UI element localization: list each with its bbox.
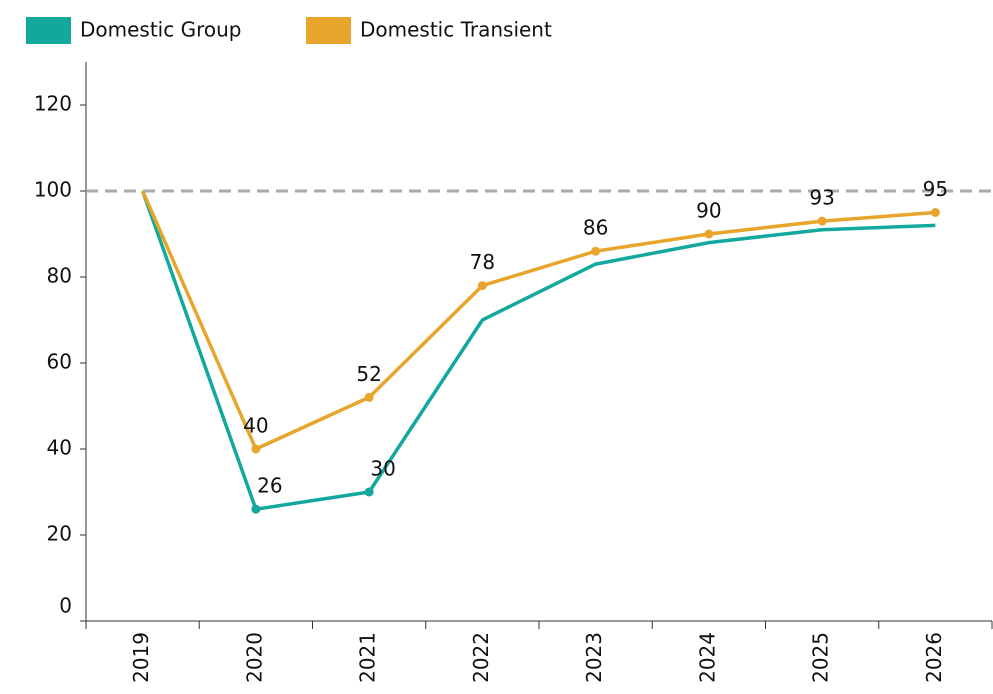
x-tick-label: 2019 — [129, 632, 153, 683]
x-tick-label: 2024 — [695, 632, 719, 683]
legend-swatch — [26, 17, 71, 44]
data-label: 40 — [243, 414, 268, 438]
y-tick-label: 80 — [47, 264, 72, 288]
legend-label: Domestic Group — [80, 18, 241, 42]
data-point — [364, 487, 374, 497]
x-tick-label: 2020 — [242, 632, 266, 683]
data-point — [477, 281, 487, 291]
x-tick-label: 2026 — [922, 632, 946, 683]
y-tick-label: 40 — [47, 436, 72, 460]
data-label: 86 — [583, 216, 608, 240]
data-point — [251, 504, 261, 514]
data-label: 52 — [356, 362, 381, 386]
y-tick-label: 0 — [59, 594, 72, 618]
series-line — [141, 190, 936, 451]
x-tick-label: 2022 — [469, 632, 493, 683]
y-tick-label: 20 — [47, 522, 72, 546]
data-point — [704, 229, 714, 239]
data-label: 93 — [809, 186, 834, 210]
data-label: 90 — [696, 199, 721, 223]
data-point — [591, 246, 601, 256]
x-tick-label: 2025 — [809, 632, 833, 683]
data-label: 26 — [257, 474, 282, 498]
data-label: 30 — [370, 457, 395, 481]
x-tick-label: 2023 — [582, 632, 606, 683]
y-tick-label: 120 — [34, 92, 72, 116]
legend-label: Domestic Transient — [360, 18, 552, 42]
data-point — [364, 392, 374, 402]
y-tick-label: 60 — [47, 350, 72, 374]
data-point — [930, 208, 940, 217]
data-point — [817, 216, 827, 226]
data-label: 95 — [923, 177, 948, 201]
data-point — [251, 444, 261, 454]
data-label: 78 — [470, 250, 495, 274]
y-tick-label: 100 — [34, 178, 72, 202]
x-tick-label: 2021 — [356, 632, 380, 683]
series-line — [140, 190, 936, 511]
legend-swatch — [306, 17, 351, 44]
